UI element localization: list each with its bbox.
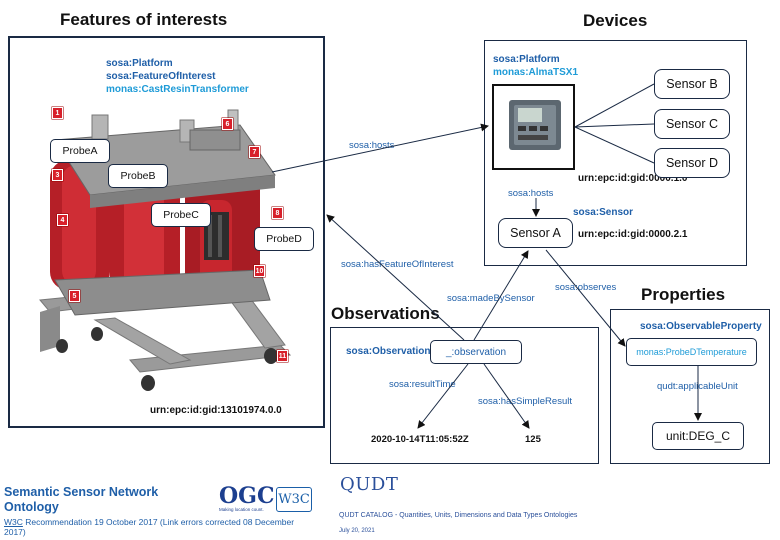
device-type-platform: sosa:Platform (493, 54, 560, 65)
edge-made-by-label: sosa:madeBySensor (447, 293, 535, 304)
observation-node: _:observation (430, 340, 522, 364)
sensor-d-node: Sensor D (654, 148, 730, 178)
alma-device-image (492, 84, 575, 170)
marker-label: 5 (69, 290, 80, 302)
sensor-a-node: Sensor A (498, 218, 573, 248)
device-hosts-label: sosa:hosts (508, 188, 554, 199)
marker-label: 8 (272, 207, 283, 219)
edge-hosts-label: sosa:hosts (349, 140, 395, 151)
edge-hosts (271, 123, 489, 173)
property-type: sosa:ObservableProperty (640, 321, 762, 332)
edge-observes (545, 249, 626, 347)
edge-device-sensor-d (574, 126, 655, 164)
edge-simple-result (483, 363, 530, 429)
ogc-logo: OGC Making location count. (219, 483, 275, 513)
probe-d: ProbeD (254, 227, 314, 251)
observation-type: sosa:Observation (346, 346, 431, 357)
feature-type-platform: sosa:Platform (106, 58, 173, 69)
sensor-b-node: Sensor B (654, 69, 730, 99)
unit-node: unit:DEG_C (652, 422, 744, 450)
transformer-urn: urn:epc:id:gid:13101974.0.0 (150, 405, 282, 416)
devices-heading: Devices (583, 11, 648, 30)
probe-b: ProbeB (108, 164, 168, 188)
ssn-subtitle: W3C Recommendation 19 October 2017 (Link… (4, 517, 334, 537)
qudt-catalog: QUDT CATALOG - Quantities, Units, Dimens… (339, 512, 578, 519)
ssn-subtitle-text: Recommendation 19 October 2017 (Link err… (22, 517, 295, 527)
properties-heading: Properties (641, 285, 726, 304)
ssn-title-line2: Ontology (4, 500, 59, 514)
ogc-tagline: Making location count. (219, 507, 264, 512)
ssn-title: Semantic Sensor Network Ontology (4, 485, 158, 515)
result-time-label: sosa:resultTime (389, 379, 456, 390)
feature-type-foi: sosa:FeatureOfInterest (106, 71, 216, 82)
edge-has-foi-label: sosa:hasFeatureOfInterest (341, 259, 454, 270)
edge-has-foi (326, 214, 465, 341)
marker-label: 11 (277, 350, 288, 362)
qudt-logo: QUDT (340, 474, 399, 495)
device-urn: urn:epc:id:gid:0000.1.0 (578, 173, 688, 184)
probe-c: ProbeC (151, 203, 211, 227)
applicable-unit-label: qudt:applicableUnit (657, 381, 738, 392)
observations-heading: Observations (331, 304, 440, 323)
ssn-subtitle-text2: 2017) (4, 527, 26, 537)
ssn-title-line1: Semantic Sensor Network (4, 485, 159, 499)
feature-type-transformer: monas:CastResinTransformer (106, 84, 249, 95)
edge-device-sensor-b (574, 83, 655, 128)
result-value: 125 (525, 434, 541, 445)
edge-made-by (473, 250, 529, 341)
marker-label: 4 (57, 214, 68, 226)
ssn-w3c-link[interactable]: W3C (4, 517, 23, 527)
edge-observes-label: sosa:observes (555, 282, 617, 293)
edge-device-sensor-c (574, 123, 655, 128)
features-heading: Features of interests (60, 10, 228, 29)
w3c-logo: W3C (276, 487, 312, 512)
device-icon (509, 100, 561, 150)
marker-label: 1 (52, 107, 63, 119)
property-node: monas:ProbeDTemperature (626, 338, 757, 366)
edge-result-time (417, 363, 469, 429)
marker-label: 10 (254, 265, 265, 277)
probe-a: ProbeA (50, 139, 110, 163)
device-type-alma: monas:AlmaTSX1 (493, 67, 579, 78)
marker-label: 6 (222, 118, 233, 130)
result-time-value: 2020-10-14T11:05:52Z (371, 434, 469, 445)
marker-label: 7 (249, 146, 260, 158)
transformer-core-bottom (54, 269, 271, 316)
sensor-type: sosa:Sensor (573, 207, 634, 218)
simple-result-label: sosa:hasSimpleResult (478, 396, 572, 407)
sensor-c-node: Sensor C (654, 109, 730, 139)
marker-label: 3 (52, 169, 63, 181)
sensor-a-urn: urn:epc:id:gid:0000.2.1 (578, 229, 688, 240)
ogc-logo-text: OGC (219, 483, 275, 509)
qudt-date: July 20, 2021 (339, 528, 375, 534)
